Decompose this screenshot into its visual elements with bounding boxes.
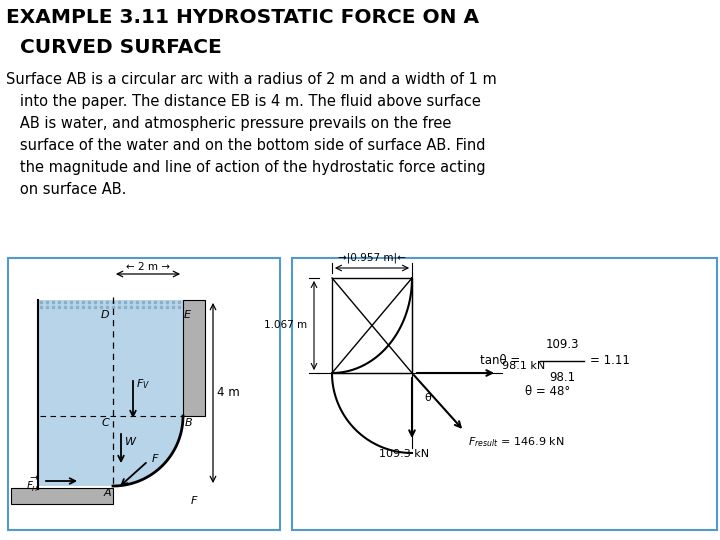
Text: $F_{result}$ = 146.9 kN: $F_{result}$ = 146.9 kN — [468, 435, 564, 449]
Text: B: B — [185, 418, 193, 428]
Text: →|0.957 m|←: →|0.957 m|← — [338, 253, 406, 263]
Text: CURVED SURFACE: CURVED SURFACE — [6, 38, 222, 57]
Text: surface of the water and on the bottom side of surface AB. Find: surface of the water and on the bottom s… — [6, 138, 485, 153]
Bar — [292, 258, 717, 530]
Text: EXAMPLE 3.11 HYDROSTATIC FORCE ON A: EXAMPLE 3.11 HYDROSTATIC FORCE ON A — [6, 8, 479, 27]
Text: E: E — [184, 310, 191, 320]
Text: θ = 48°: θ = 48° — [526, 385, 571, 398]
Text: Surface AB is a circular arc with a radius of 2 m and a width of 1 m: Surface AB is a circular arc with a radi… — [6, 72, 497, 87]
Text: A: A — [104, 488, 111, 498]
Text: tanθ =: tanθ = — [480, 354, 520, 368]
Text: D: D — [100, 310, 109, 320]
Text: $F$: $F$ — [151, 452, 160, 464]
Text: C: C — [102, 418, 109, 428]
Text: $\overrightarrow{F_H}$: $\overrightarrow{F_H}$ — [27, 474, 40, 494]
Text: AB is water, and atmospheric pressure prevails on the free: AB is water, and atmospheric pressure pr… — [6, 116, 451, 131]
Text: = 1.11: = 1.11 — [590, 354, 630, 368]
Text: 98.1: 98.1 — [549, 371, 575, 384]
Text: 109.3: 109.3 — [545, 338, 579, 351]
Bar — [8, 258, 280, 530]
Text: $W$: $W$ — [124, 435, 138, 447]
Bar — [183, 300, 205, 416]
Text: $F_V$: $F_V$ — [136, 377, 150, 391]
Text: the magnitude and line of action of the hydrostatic force acting: the magnitude and line of action of the … — [6, 160, 485, 175]
Polygon shape — [38, 300, 183, 486]
Text: on surface AB.: on surface AB. — [6, 182, 127, 197]
Text: 4 m: 4 m — [217, 387, 240, 400]
Text: 98.1 kN: 98.1 kN — [502, 361, 545, 371]
Text: ← 2 m →: ← 2 m → — [126, 262, 170, 272]
Text: 109.3 kN: 109.3 kN — [379, 449, 429, 459]
Bar — [11, 488, 113, 504]
Text: into the paper. The distance EB is 4 m. The fluid above surface: into the paper. The distance EB is 4 m. … — [6, 94, 481, 109]
Text: 1.067 m: 1.067 m — [264, 321, 307, 330]
Text: F: F — [191, 496, 197, 506]
Text: θ: θ — [424, 393, 431, 403]
Bar — [332, 278, 412, 373]
